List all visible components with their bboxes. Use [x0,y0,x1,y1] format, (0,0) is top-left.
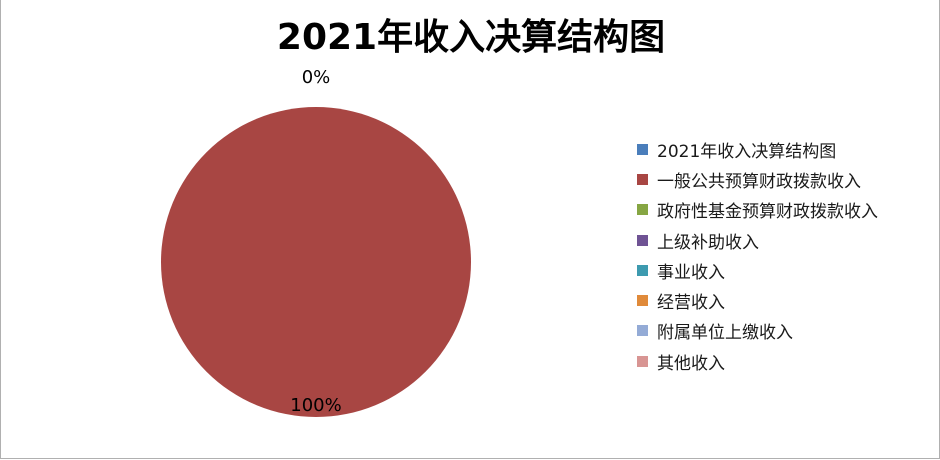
legend-label: 附属单位上缴收入 [657,323,793,344]
legend-label: 事业收入 [657,262,725,283]
legend-swatch [637,355,648,367]
legend-swatch [637,264,648,276]
chart-title: 2021年收入决算结构图 [276,17,666,58]
legend-label: 上级补助收入 [657,232,759,253]
legend-swatch [637,234,648,246]
legend-label: 一般公共预算财政拨款收入 [657,171,861,192]
legend-item: 政府性基金预算财政拨款收入 [637,195,878,225]
pie-slice-1 [161,107,471,417]
legend-swatch [637,325,648,337]
legend-label: 2021年收入决算结构图 [657,141,837,162]
pie-data-labels: 0% 100% [290,67,341,416]
legend-item: 上级补助收入 [637,225,878,255]
data-label-0: 0% [302,67,331,88]
legend-item: 经营收入 [637,285,878,315]
legend-item: 事业收入 [637,255,878,285]
legend-swatch [637,173,648,185]
legend-label: 经营收入 [657,293,725,314]
legend-label: 其他收入 [657,353,725,374]
legend-item: 2021年收入决算结构图 [637,134,878,164]
pie-slices [161,107,471,417]
legend-item: 其他收入 [637,346,878,376]
data-label-1: 100% [290,395,341,416]
legend-swatch [637,295,648,307]
legend-swatch [637,143,648,155]
legend: 2021年收入决算结构图一般公共预算财政拨款收入 政府性基金预算财政拨款收入 上级补… [637,134,878,376]
legend-item: 一般公共预算财政拨款收入 [637,164,878,194]
legend-swatch [637,204,648,216]
legend-label: 政府性基金预算财政拨款收入 [657,202,878,223]
legend-item: 附属单位上缴收入 [637,316,878,346]
